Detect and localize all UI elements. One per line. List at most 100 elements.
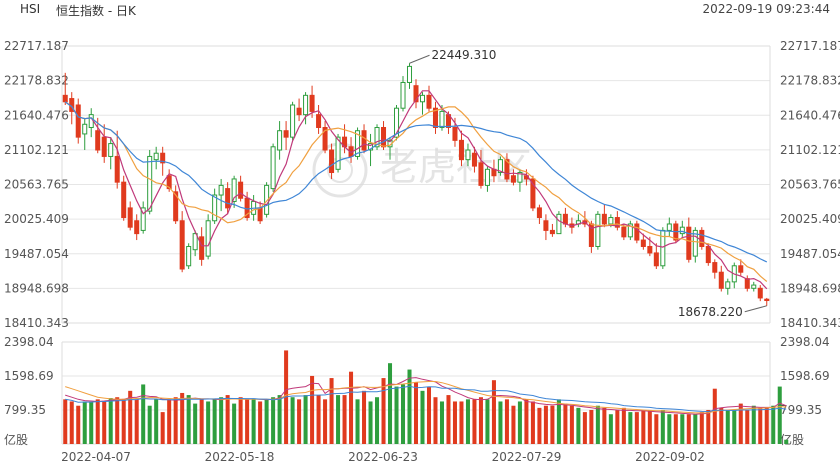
volume-bar-up[interactable]: [608, 414, 613, 444]
volume-bar-up[interactable]: [556, 399, 561, 444]
candle-down[interactable]: [199, 236, 205, 260]
volume-bar-down[interactable]: [758, 407, 763, 444]
volume-bar-down[interactable]: [310, 375, 315, 444]
volume-bar-down[interactable]: [641, 409, 646, 444]
candle-up[interactable]: [556, 213, 562, 235]
volume-bar-down[interactable]: [615, 409, 620, 444]
volume-bar-down[interactable]: [297, 399, 302, 444]
volume-bar-down[interactable]: [543, 405, 548, 444]
volume-bar-down[interactable]: [167, 399, 172, 444]
candle-up[interactable]: [186, 245, 192, 267]
candle-up[interactable]: [264, 184, 270, 215]
volume-bar-down[interactable]: [76, 405, 81, 444]
candle-down[interactable]: [471, 152, 477, 167]
volume-bar-down[interactable]: [491, 380, 496, 444]
volume-bar-down[interactable]: [63, 399, 68, 444]
candle-down[interactable]: [238, 181, 244, 199]
candle-down[interactable]: [712, 262, 718, 273]
candle-up[interactable]: [692, 229, 698, 257]
candle-down[interactable]: [257, 207, 263, 222]
candle-up[interactable]: [751, 284, 757, 289]
volume-bar-up[interactable]: [82, 401, 87, 444]
volume-bar-up[interactable]: [777, 386, 782, 444]
candlestick-series[interactable]: [62, 63, 770, 306]
volume-bar-up[interactable]: [400, 384, 406, 444]
candle-down[interactable]: [173, 191, 179, 222]
volume-bar-down[interactable]: [706, 409, 711, 444]
volume-bar-down[interactable]: [478, 397, 483, 444]
candle-down[interactable]: [309, 94, 315, 112]
candle-down[interactable]: [381, 127, 387, 148]
candle-up[interactable]: [212, 194, 218, 222]
volume-bar-up[interactable]: [271, 397, 276, 444]
candle-up[interactable]: [277, 130, 283, 151]
volume-bar-down[interactable]: [524, 399, 529, 444]
volume-bar-up[interactable]: [219, 397, 224, 444]
volume-bar-up[interactable]: [232, 403, 237, 444]
candle-up[interactable]: [484, 168, 490, 186]
volume-bar-up[interactable]: [680, 414, 685, 444]
candle-up[interactable]: [439, 110, 445, 129]
candle-up[interactable]: [147, 155, 153, 212]
volume-bar-down[interactable]: [764, 407, 769, 444]
volume-bar-up[interactable]: [725, 409, 730, 444]
volume-bar-down[interactable]: [121, 399, 126, 444]
volume-bar-down[interactable]: [180, 392, 185, 444]
volume-bar-up[interactable]: [290, 397, 295, 444]
volume-bar-down[interactable]: [621, 407, 626, 444]
volume-bar-down[interactable]: [238, 397, 243, 444]
candle-up[interactable]: [627, 223, 633, 238]
candle-down[interactable]: [329, 149, 335, 174]
volume-bar-down[interactable]: [738, 403, 743, 444]
volume-bar-down[interactable]: [95, 399, 100, 444]
candle-down[interactable]: [121, 181, 127, 219]
candle-up[interactable]: [290, 104, 296, 138]
volume-bar-up[interactable]: [465, 399, 470, 444]
candle-down[interactable]: [95, 130, 101, 151]
candle-down[interactable]: [640, 239, 646, 247]
volume-bar-up[interactable]: [264, 399, 269, 444]
volume-bar-down[interactable]: [69, 401, 74, 444]
volume-bar-up[interactable]: [751, 405, 756, 444]
volume-bar-down[interactable]: [225, 395, 230, 444]
volume-bar-down[interactable]: [362, 390, 367, 444]
volume-bar-down[interactable]: [537, 407, 542, 444]
volume-bar-up[interactable]: [693, 414, 698, 444]
volume-bar-up[interactable]: [388, 363, 393, 444]
candle-down[interactable]: [543, 220, 549, 231]
volume-bar-up[interactable]: [375, 397, 380, 444]
candle-down[interactable]: [426, 94, 432, 109]
volume-bar-up[interactable]: [576, 407, 581, 444]
candle-down[interactable]: [296, 107, 302, 116]
candle-down[interactable]: [458, 139, 464, 161]
volume-bar-up[interactable]: [147, 405, 152, 444]
volume-bar-up[interactable]: [660, 409, 665, 444]
candle-down[interactable]: [757, 287, 763, 299]
candle-down[interactable]: [699, 229, 705, 247]
volume-bar-down[interactable]: [316, 395, 321, 444]
candle-up[interactable]: [400, 81, 406, 109]
volume-bar-down[interactable]: [173, 397, 178, 444]
candle-down[interactable]: [166, 175, 172, 190]
candle-down[interactable]: [432, 107, 438, 129]
volume-bar-up[interactable]: [277, 395, 282, 444]
candle-down[interactable]: [413, 85, 419, 103]
volume-bar-up[interactable]: [420, 390, 425, 444]
candle-down[interactable]: [738, 265, 744, 273]
candle-down[interactable]: [361, 130, 367, 151]
candle-up[interactable]: [497, 159, 503, 174]
volume-bar-up[interactable]: [595, 405, 600, 444]
volume-bar-up[interactable]: [336, 395, 341, 444]
candle-down[interactable]: [179, 220, 185, 270]
volume-bar-up[interactable]: [784, 439, 789, 444]
candle-down[interactable]: [705, 245, 711, 264]
candle-up[interactable]: [270, 146, 276, 190]
candle-down[interactable]: [101, 136, 107, 157]
candle-up[interactable]: [679, 226, 685, 235]
volume-bar-up[interactable]: [154, 399, 159, 444]
volume-bar-down[interactable]: [115, 397, 120, 444]
candle-down[interactable]: [536, 207, 542, 219]
candle-up[interactable]: [108, 143, 114, 157]
volume-bar-down[interactable]: [323, 399, 328, 444]
volume-bar-down[interactable]: [719, 407, 724, 444]
